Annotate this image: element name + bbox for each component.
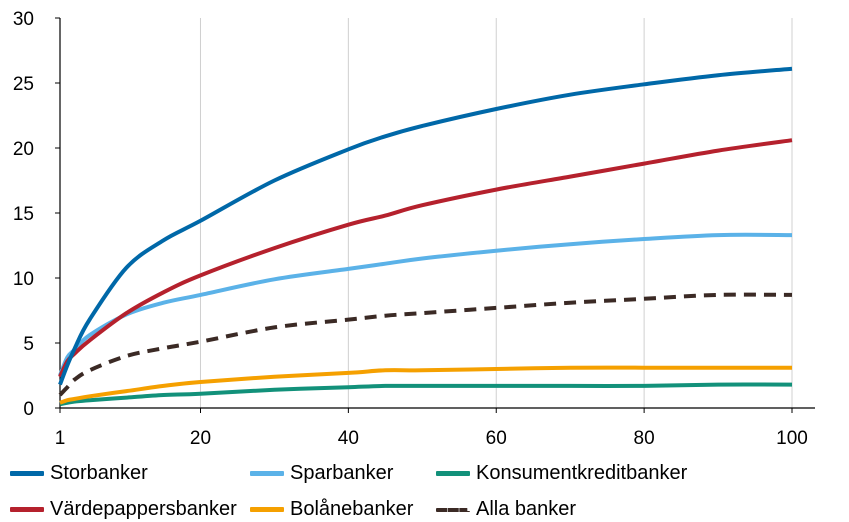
legend-label-alla-banker: Alla banker (476, 498, 577, 520)
y-tick-label-5: 5 (23, 334, 34, 355)
legend-label-sparbanker: Sparbanker (290, 462, 394, 484)
x-tick-label-1: 1 (55, 428, 66, 449)
line-chart: 0 5 10 15 20 25 30 1 20 40 60 80 100 (13, 9, 815, 449)
legend-swatch-bolanebanker (250, 507, 284, 512)
x-tick-label-40: 40 (338, 428, 359, 449)
legend-swatch-konsumentkreditbanker (436, 471, 470, 476)
x-tick-label-100: 100 (776, 428, 808, 449)
series-line-bolanebanker (59, 365, 793, 405)
series-line-sparbanker (58, 232, 793, 377)
legend-item-alla-banker: Alla banker (436, 498, 576, 521)
x-tick-label-60: 60 (486, 428, 507, 449)
legend-swatch-alla-banker (436, 507, 470, 512)
y-axis-ticks: 0 5 10 15 20 25 30 (13, 9, 60, 420)
y-tick-label-20: 20 (13, 139, 34, 160)
x-axis-ticks: 1 20 40 60 80 100 (55, 408, 808, 449)
legend-swatch-sparbanker (250, 471, 284, 476)
series-line-alla-banker (58, 292, 793, 397)
legend-label-storbanker: Storbanker (50, 462, 148, 484)
legend-item-vardepappersbanker: Värdepappersbanker (10, 498, 237, 521)
legend-item-sparbanker: Sparbanker (250, 462, 393, 485)
y-tick-label-10: 10 (13, 269, 34, 290)
series-lines (58, 66, 793, 407)
y-tick-label-25: 25 (13, 74, 34, 95)
legend-swatch-storbanker (10, 471, 44, 476)
legend-item-bolanebanker: Bolånebanker (250, 498, 413, 521)
legend-label-konsumentkreditbanker: Konsumentkreditbanker (476, 462, 688, 484)
y-tick-label-30: 30 (13, 9, 34, 30)
series-line-konsumentkreditbanker (59, 382, 793, 407)
series-line-vardepappersbanker (58, 138, 793, 378)
legend-label-bolanebanker: Bolånebanker (290, 498, 414, 520)
legend-item-konsumentkreditbanker: Konsumentkreditbanker (436, 462, 687, 485)
legend: Storbanker Sparbanker Konsumentkreditban… (0, 452, 849, 522)
x-tick-label-20: 20 (190, 428, 211, 449)
legend-label-vardepappersbanker: Värdepappersbanker (50, 498, 237, 520)
x-tick-label-80: 80 (634, 428, 655, 449)
legend-item-storbanker: Storbanker (10, 462, 148, 485)
y-tick-label-15: 15 (13, 204, 34, 225)
y-tick-label-0: 0 (23, 399, 34, 420)
series-line-storbanker (58, 66, 793, 386)
legend-swatch-vardepappersbanker (10, 507, 44, 512)
